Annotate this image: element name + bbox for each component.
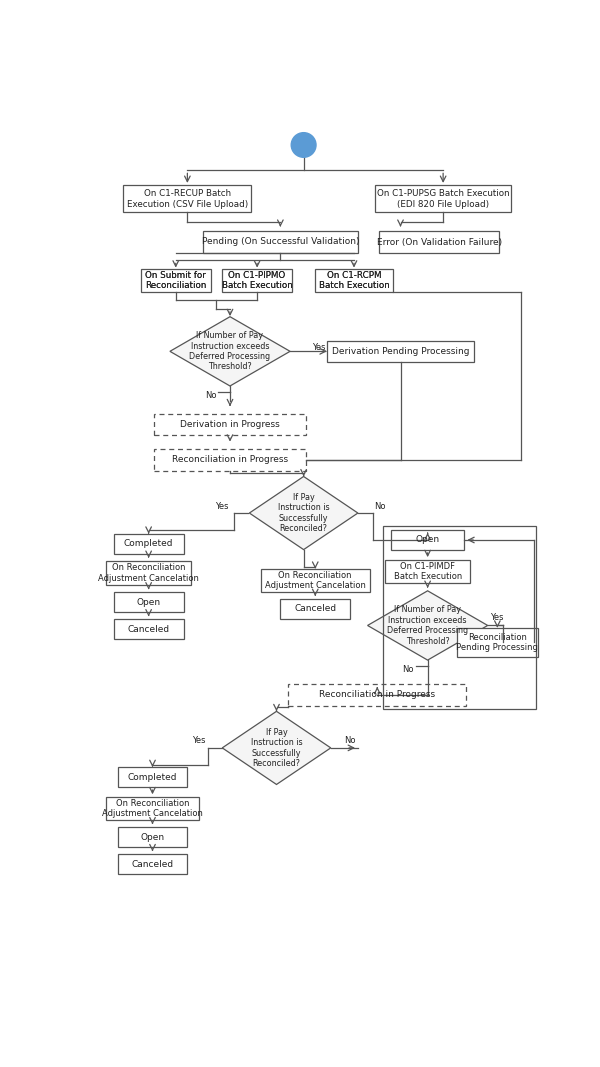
FancyBboxPatch shape — [106, 561, 191, 586]
FancyBboxPatch shape — [118, 827, 187, 847]
FancyBboxPatch shape — [288, 684, 466, 705]
FancyBboxPatch shape — [141, 269, 211, 292]
FancyBboxPatch shape — [457, 627, 538, 657]
Text: Derivation in Progress: Derivation in Progress — [180, 420, 280, 429]
Text: Yes: Yes — [215, 503, 229, 511]
Text: No: No — [374, 503, 385, 511]
Text: On Reconciliation
Adjustment Cancelation: On Reconciliation Adjustment Cancelation — [102, 799, 203, 818]
FancyBboxPatch shape — [124, 186, 251, 212]
FancyBboxPatch shape — [280, 599, 350, 619]
Text: On Reconciliation
Adjustment Cancelation: On Reconciliation Adjustment Cancelation — [265, 571, 365, 590]
Text: Completed: Completed — [128, 773, 177, 782]
Text: Completed: Completed — [124, 539, 173, 548]
FancyBboxPatch shape — [222, 269, 292, 292]
Text: Yes: Yes — [490, 614, 504, 622]
Text: On C1-PIPMO
Batch Execution: On C1-PIPMO Batch Execution — [222, 271, 293, 290]
Text: Canceled: Canceled — [128, 625, 170, 634]
Text: Open: Open — [137, 598, 161, 607]
FancyBboxPatch shape — [114, 619, 184, 639]
Polygon shape — [368, 591, 488, 660]
Polygon shape — [222, 712, 331, 784]
Text: On C1-PUPSG Batch Execution
(EDI 820 File Upload): On C1-PUPSG Batch Execution (EDI 820 Fil… — [377, 189, 509, 208]
FancyBboxPatch shape — [315, 269, 393, 292]
Text: On C1-RCPM
Batch Execution: On C1-RCPM Batch Execution — [319, 271, 389, 290]
Text: On Submit for
Reconciliation: On Submit for Reconciliation — [145, 271, 206, 290]
FancyBboxPatch shape — [118, 855, 187, 874]
Text: On C1-PIPMO
Batch Execution: On C1-PIPMO Batch Execution — [222, 271, 293, 290]
Polygon shape — [250, 477, 358, 550]
Text: Derivation Pending Processing: Derivation Pending Processing — [332, 347, 469, 355]
Text: No: No — [403, 665, 414, 674]
FancyBboxPatch shape — [203, 232, 358, 253]
Text: Error (On Validation Failure): Error (On Validation Failure) — [377, 238, 502, 246]
Text: Canceled: Canceled — [131, 860, 173, 869]
Text: Canceled: Canceled — [294, 604, 337, 614]
Circle shape — [291, 132, 316, 157]
Text: Open: Open — [416, 536, 440, 544]
Text: If Number of Pay
Instruction exceeds
Deferred Processing
Threshold?: If Number of Pay Instruction exceeds Def… — [190, 331, 271, 371]
Polygon shape — [170, 317, 290, 386]
Text: No: No — [205, 391, 217, 400]
FancyBboxPatch shape — [327, 340, 474, 362]
Text: Open: Open — [140, 832, 164, 842]
Text: Pending (On Successful Validation): Pending (On Successful Validation) — [202, 238, 359, 246]
Text: If Pay
Instruction is
Successfully
Reconciled?: If Pay Instruction is Successfully Recon… — [251, 728, 302, 768]
FancyBboxPatch shape — [261, 569, 370, 592]
Text: Reconciliation in Progress: Reconciliation in Progress — [172, 456, 288, 464]
Text: If Number of Pay
Instruction exceeds
Deferred Processing
Threshold?: If Number of Pay Instruction exceeds Def… — [387, 605, 468, 646]
FancyBboxPatch shape — [379, 232, 499, 253]
Text: On C1-RECUP Batch
Execution (CSV File Upload): On C1-RECUP Batch Execution (CSV File Up… — [127, 189, 248, 208]
FancyBboxPatch shape — [385, 560, 470, 583]
FancyBboxPatch shape — [391, 530, 464, 550]
FancyBboxPatch shape — [118, 767, 187, 787]
Text: Yes: Yes — [192, 735, 206, 745]
Text: On C1-PIMDF
Batch Execution: On C1-PIMDF Batch Execution — [394, 562, 462, 582]
Text: Reconciliation
Pending Processing: Reconciliation Pending Processing — [457, 633, 538, 652]
Text: On Reconciliation
Adjustment Cancelation: On Reconciliation Adjustment Cancelation — [98, 563, 199, 583]
FancyBboxPatch shape — [114, 534, 184, 554]
Text: Reconciliation in Progress: Reconciliation in Progress — [319, 690, 436, 699]
Text: No: No — [344, 735, 356, 745]
FancyBboxPatch shape — [376, 186, 511, 212]
Text: Yes: Yes — [313, 343, 326, 352]
FancyBboxPatch shape — [114, 592, 184, 612]
FancyBboxPatch shape — [154, 449, 305, 471]
Text: If Pay
Instruction is
Successfully
Reconciled?: If Pay Instruction is Successfully Recon… — [278, 493, 329, 534]
FancyBboxPatch shape — [106, 797, 199, 821]
Text: On C1-RCPM
Batch Execution: On C1-RCPM Batch Execution — [319, 271, 389, 290]
FancyBboxPatch shape — [154, 414, 305, 435]
Text: On Submit for
Reconciliation: On Submit for Reconciliation — [145, 271, 206, 290]
